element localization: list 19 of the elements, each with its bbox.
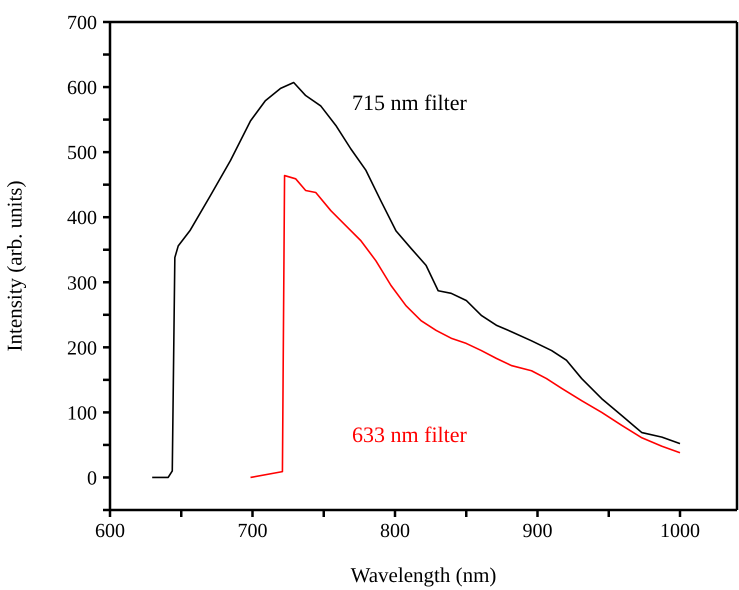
x-tick-label: 1000 — [660, 520, 700, 542]
y-tick-label: 0 — [87, 467, 97, 490]
y-tick-label: 700 — [67, 12, 97, 34]
x-tick-label: 800 — [380, 520, 410, 542]
y-tick-label: 300 — [67, 272, 97, 294]
text: 633 nm filter — [352, 422, 467, 448]
y-axis-title: Intensity (arb. units) — [2, 180, 26, 352]
x-tick-label: 600 — [95, 520, 125, 542]
x-tick-label: 900 — [522, 520, 552, 542]
x-tick-label: 700 — [238, 520, 268, 542]
series-label: 715 nm filter — [352, 90, 467, 116]
y-tick-label: 100 — [67, 402, 97, 424]
y-tick-label: 600 — [67, 77, 97, 100]
x-axis-title: Wavelength (nm) — [350, 563, 496, 587]
line-series — [151, 82, 681, 478]
y-tick-label: 200 — [67, 337, 97, 360]
line-series — [250, 174, 681, 478]
y-tick-label: 400 — [67, 207, 97, 230]
y-tick-label: 500 — [67, 142, 97, 164]
